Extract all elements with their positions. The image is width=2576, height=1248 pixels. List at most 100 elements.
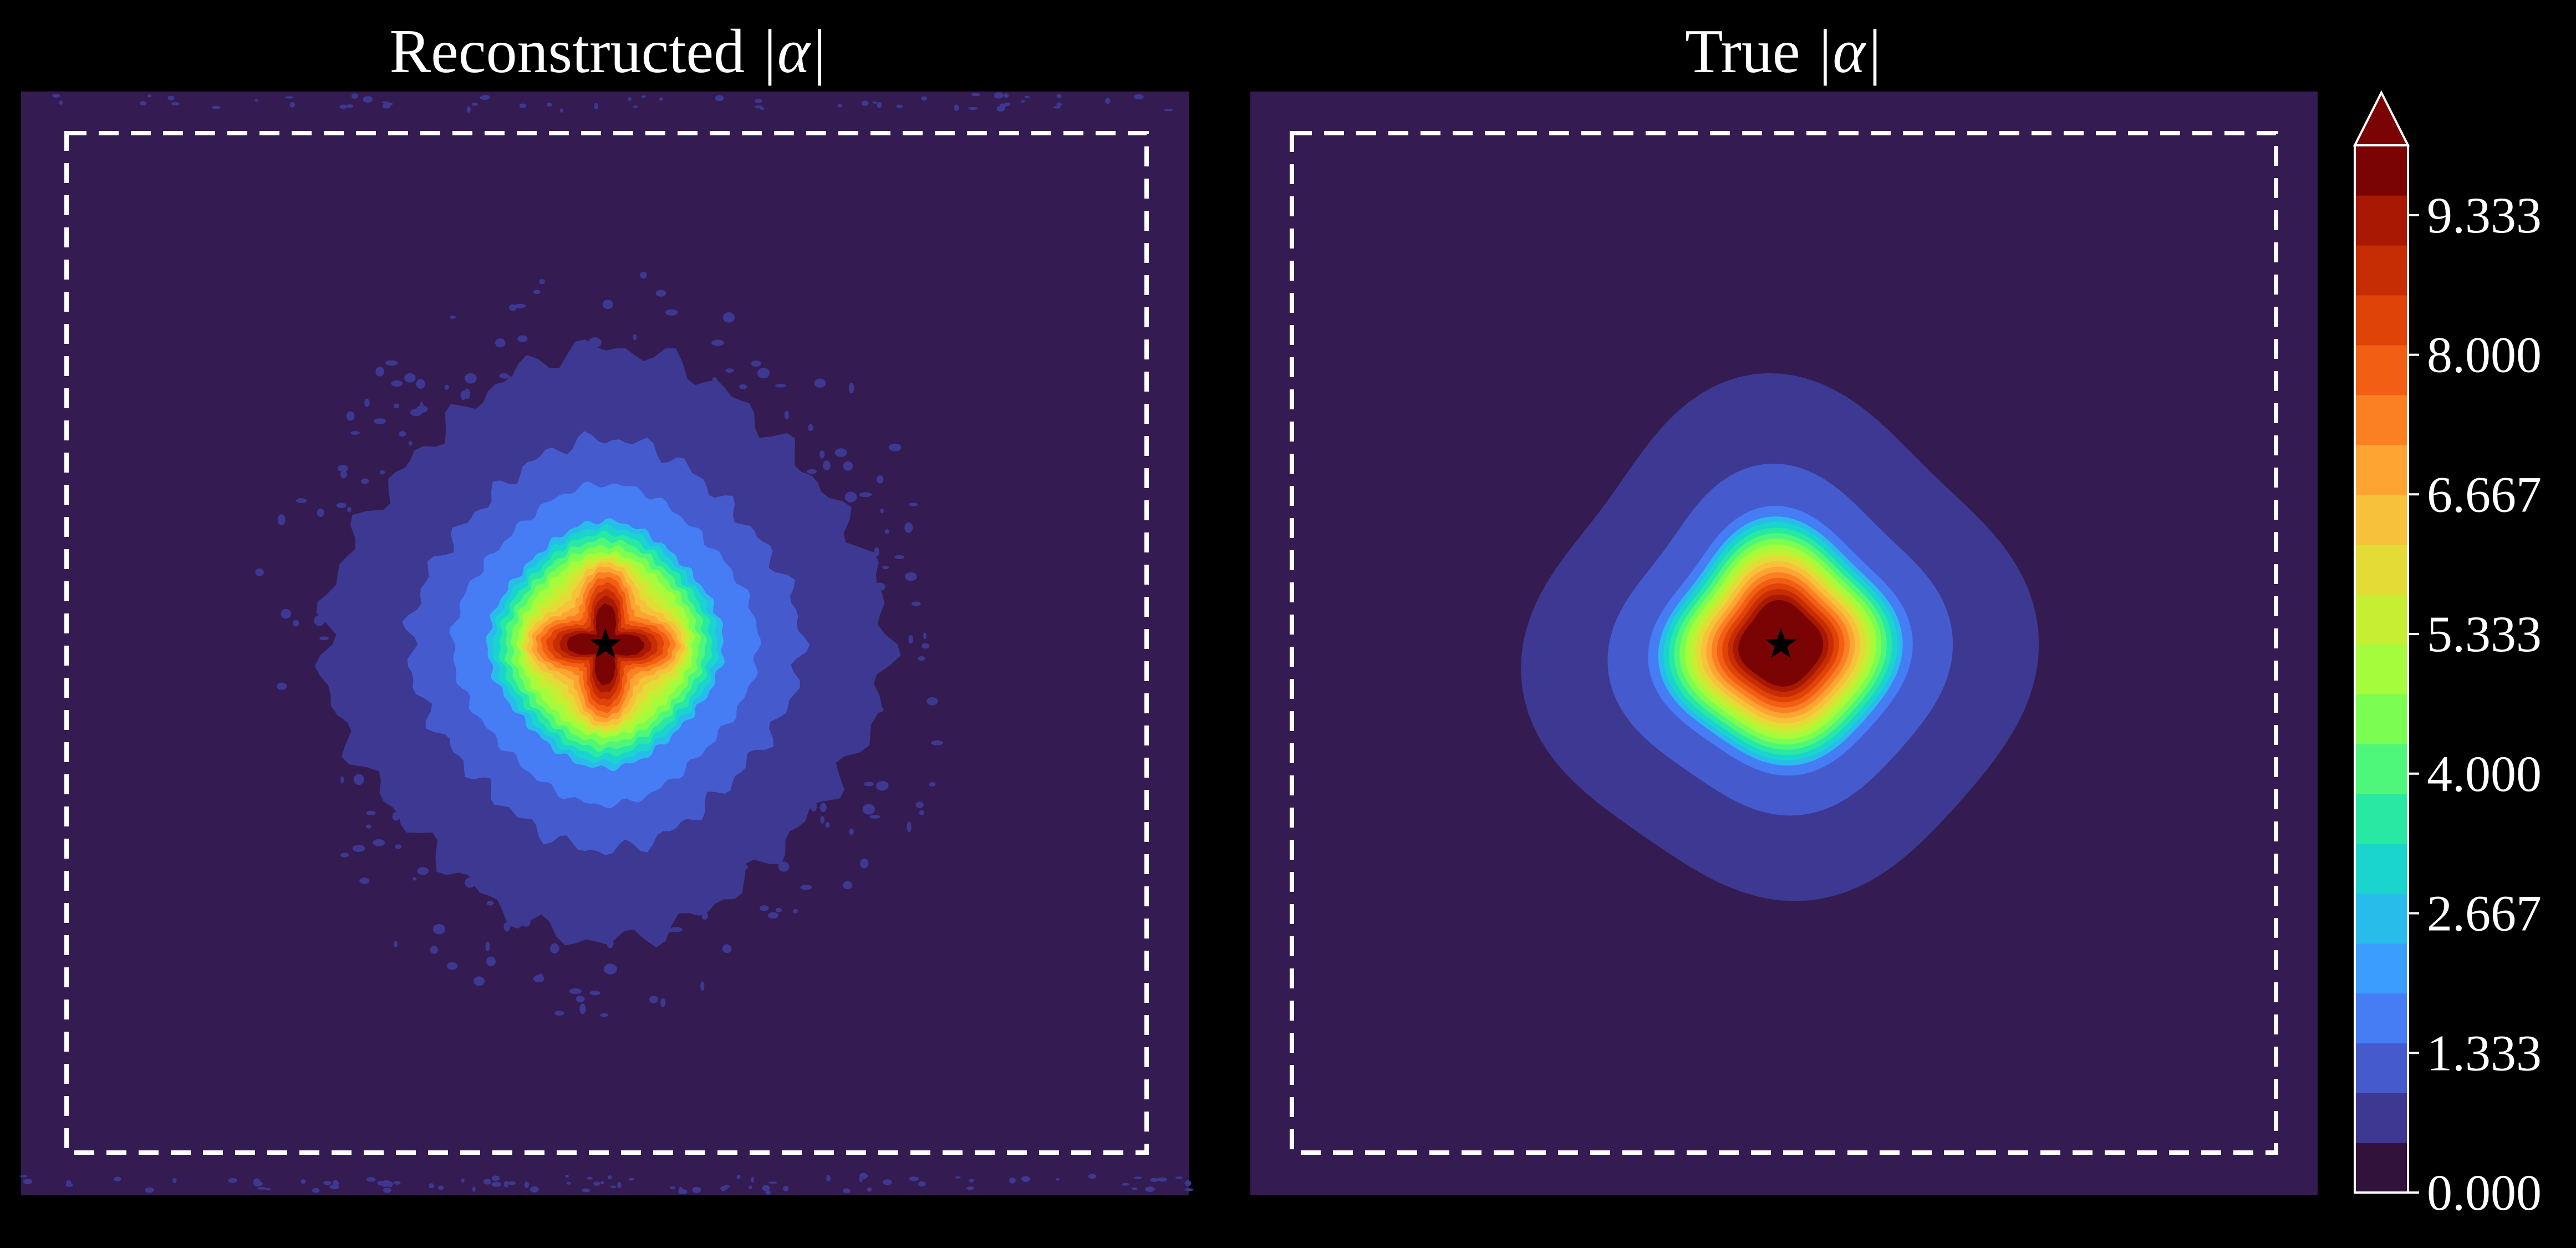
noise-speck xyxy=(419,402,424,413)
edge-speck xyxy=(754,99,762,103)
edge-speck xyxy=(628,1178,634,1181)
noise-speck xyxy=(775,384,787,388)
edge-speck xyxy=(253,1181,263,1186)
edge-speck xyxy=(1145,1186,1155,1192)
noise-speck xyxy=(447,962,458,970)
noise-speck xyxy=(495,338,506,348)
true-dashed-box xyxy=(1290,131,2278,1155)
noise-speck xyxy=(499,373,509,379)
noise-speck xyxy=(923,632,927,640)
true-title-prefix: True xyxy=(1685,17,1815,86)
colorbar-tick-label: 6.667 xyxy=(2427,466,2542,522)
noise-speck xyxy=(834,448,847,457)
noise-speck xyxy=(579,1003,586,1014)
noise-speck xyxy=(373,839,385,846)
edge-speck xyxy=(633,105,639,108)
noise-speck xyxy=(919,810,925,815)
edge-speck xyxy=(736,1175,741,1180)
noise-speck xyxy=(486,956,496,967)
edge-speck xyxy=(955,1176,961,1179)
edge-speck xyxy=(339,104,348,109)
noise-speck xyxy=(860,858,869,869)
colorbar-band xyxy=(2355,145,2408,196)
noise-speck xyxy=(894,555,905,559)
edge-speck xyxy=(909,1176,919,1181)
edge-speck xyxy=(257,1187,267,1190)
noise-speck xyxy=(711,339,724,346)
edge-speck xyxy=(617,1181,622,1189)
edge-speck xyxy=(66,1180,72,1185)
noise-speck xyxy=(807,469,817,474)
noise-speck xyxy=(319,636,329,641)
colorbar-tick-label: 4.000 xyxy=(2427,745,2542,802)
noise-speck xyxy=(277,682,287,690)
colorbar-band xyxy=(2355,1143,2408,1193)
edge-speck xyxy=(1020,100,1026,103)
edge-speck xyxy=(23,1179,33,1184)
noise-speck xyxy=(340,776,344,784)
noise-speck xyxy=(849,382,854,394)
edge-speck xyxy=(366,1177,376,1182)
noise-speck xyxy=(576,996,585,1002)
edge-speck xyxy=(507,1181,516,1185)
colorbar-tick-label: 9.333 xyxy=(2427,187,2542,243)
noise-speck xyxy=(904,522,913,533)
noise-speck xyxy=(722,944,732,953)
noise-speck xyxy=(336,503,347,508)
noise-speck xyxy=(352,845,365,852)
noise-speck xyxy=(722,312,735,323)
noise-speck xyxy=(350,431,360,435)
noise-speck xyxy=(876,475,884,484)
edge-speck xyxy=(762,1185,770,1191)
edge-speck xyxy=(861,100,869,106)
edge-speck xyxy=(968,106,978,110)
edge-speck xyxy=(872,101,878,104)
edge-speck xyxy=(145,1187,154,1193)
edge-speck xyxy=(970,93,981,97)
noise-speck xyxy=(880,508,884,514)
edge-speck xyxy=(1157,1177,1168,1182)
noise-speck xyxy=(864,782,874,787)
noise-speck xyxy=(391,380,403,387)
colorbar-bands xyxy=(2355,145,2408,1193)
edge-speck xyxy=(172,1178,177,1183)
noise-speck xyxy=(819,803,827,813)
true-title-math: |α| xyxy=(1816,17,1882,86)
edge-speck xyxy=(312,1188,320,1193)
noise-speck xyxy=(768,912,779,919)
noise-speck xyxy=(393,403,400,409)
edge-speck xyxy=(1088,1174,1097,1179)
edge-speck xyxy=(608,1175,612,1179)
noise-speck xyxy=(793,909,798,914)
edge-speck xyxy=(610,1185,617,1189)
noise-speck xyxy=(379,470,385,475)
noise-speck xyxy=(554,1011,564,1016)
edge-speck xyxy=(659,97,664,101)
noise-speck xyxy=(859,492,872,498)
noise-speck xyxy=(820,816,824,824)
edge-speck xyxy=(382,101,389,104)
edge-speck xyxy=(383,1188,391,1193)
noise-speck xyxy=(517,335,528,342)
edge-speck xyxy=(265,1188,271,1191)
noise-speck xyxy=(869,815,880,819)
noise-speck xyxy=(874,547,879,557)
edge-speck xyxy=(999,103,1005,106)
noise-speck xyxy=(392,812,400,821)
edge-speck xyxy=(1184,1180,1192,1186)
edge-speck xyxy=(715,95,724,102)
edge-speck xyxy=(627,97,632,101)
noise-speck xyxy=(604,963,617,975)
noise-speck xyxy=(375,366,384,377)
noise-speck xyxy=(862,804,875,815)
edge-speck xyxy=(382,1180,391,1186)
noise-speck xyxy=(444,384,449,390)
noise-speck xyxy=(474,976,485,986)
colorbar-band xyxy=(2355,1043,2408,1093)
edge-speck xyxy=(882,1179,893,1185)
edge-speck xyxy=(491,1175,500,1181)
edge-speck xyxy=(363,96,373,103)
edge-speck xyxy=(114,1176,121,1181)
edge-speck xyxy=(600,1181,604,1185)
colorbar-ticks: 0.000 1.333 2.667 4.000 5.333 6.667 8.000 9.333 xyxy=(2408,187,2542,1221)
